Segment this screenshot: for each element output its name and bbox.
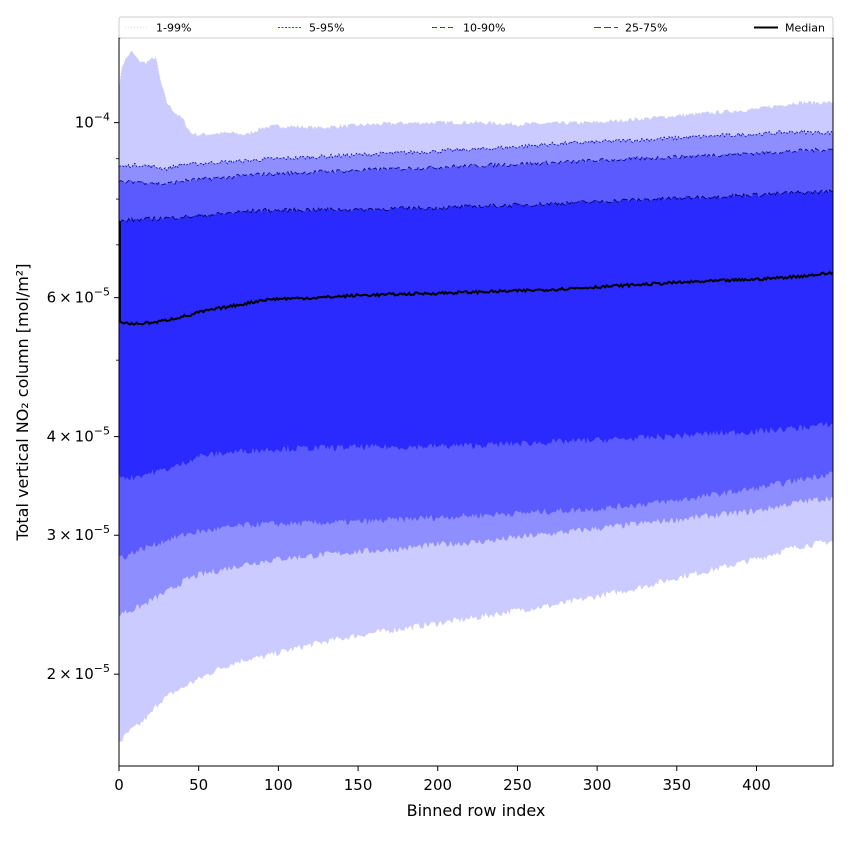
legend-label: 5-95% — [309, 22, 344, 35]
median-line — [119, 270, 833, 326]
band-upper-edge-25-75% — [119, 189, 833, 223]
median-layer — [119, 221, 833, 326]
x-axis: 0 50 100 150 200 250 300 350 400 — [114, 766, 771, 794]
legend-label: 1-99% — [156, 22, 191, 35]
x-tick-label: 300 — [583, 776, 612, 794]
x-tick-label: 50 — [189, 776, 208, 794]
y-tick-label: 10−4 — [75, 111, 110, 132]
y-tick-label: 3 × 10−5 — [47, 523, 110, 544]
band-upper-edge-10-90% — [119, 147, 833, 186]
legend-box — [118, 16, 834, 39]
y-tick-label: 6 × 10−5 — [47, 286, 110, 307]
band-25-75% — [119, 189, 833, 481]
band-upper-edge-5-95% — [119, 129, 833, 172]
x-tick-label: 150 — [344, 776, 373, 794]
x-tick-label: 350 — [662, 776, 691, 794]
x-tick-label: 400 — [742, 776, 771, 794]
x-axis-title: Binned row index — [407, 801, 546, 820]
x-tick-label: 100 — [264, 776, 293, 794]
percentile-bands — [119, 49, 833, 742]
legend-label: 10-90% — [463, 22, 505, 35]
y-tick-label: 2 × 10−5 — [47, 662, 110, 683]
y-axis-title: Total vertical NO₂ column [mol/m²] — [13, 264, 32, 542]
legend-label: Median — [785, 22, 825, 35]
x-tick-label: 0 — [114, 776, 124, 794]
x-tick-label: 250 — [503, 776, 532, 794]
x-tick-label: 200 — [423, 776, 452, 794]
y-minor-ticks — [116, 158, 119, 361]
y-axis: 10−4 6 × 10−5 4 × 10−5 3 × 10−5 2 × 10−5 — [47, 111, 119, 683]
legend-label: 25-75% — [625, 22, 667, 35]
band-upper-edge-1-99% — [119, 49, 833, 137]
y-tick-label: 4 × 10−5 — [47, 425, 110, 446]
legend: 1-99% 5-95% 10-90% 25-75% Median — [118, 16, 834, 39]
